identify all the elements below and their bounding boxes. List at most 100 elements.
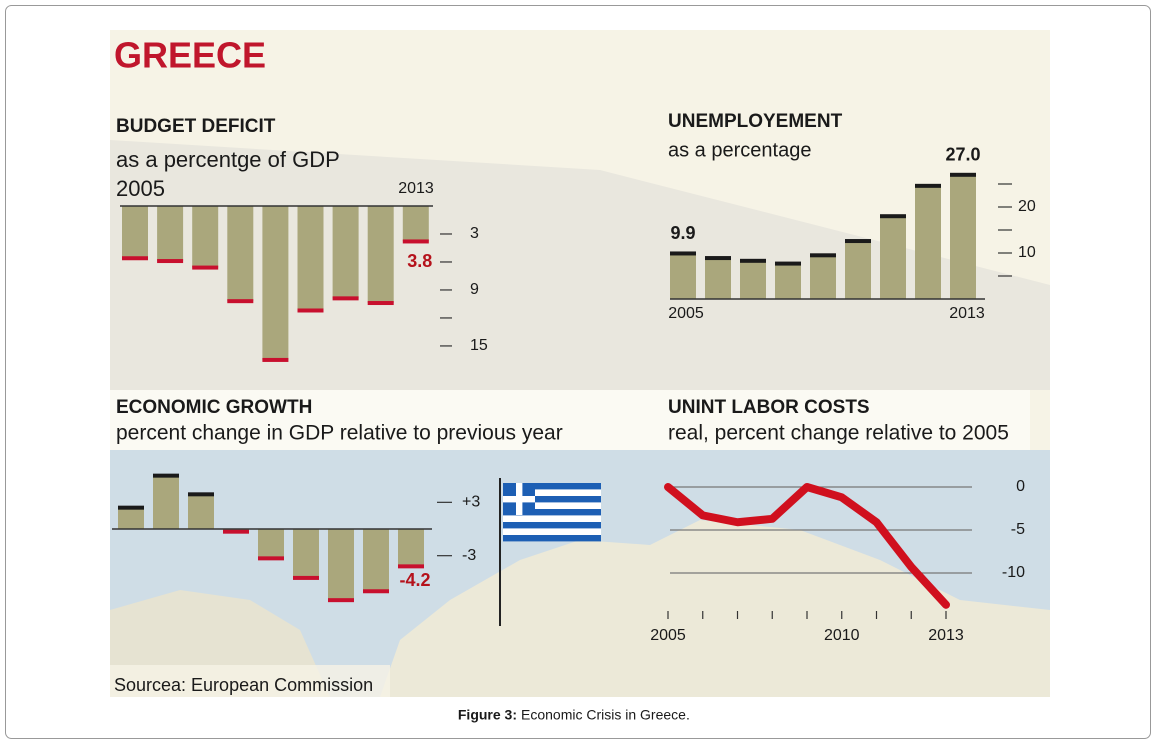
y-tick-label: 9 xyxy=(470,281,479,298)
bar-cap xyxy=(188,492,214,497)
bar xyxy=(402,206,429,242)
bar-cap xyxy=(810,253,836,258)
bar-cap xyxy=(880,214,906,219)
flag-stripe xyxy=(503,522,601,529)
bar-cap xyxy=(670,251,696,256)
x-tick-label: 2013 xyxy=(398,180,434,197)
y-tick-label: 3 xyxy=(470,225,479,242)
x-tick-label: 2005 xyxy=(668,305,704,322)
bar-cap xyxy=(705,256,731,261)
bar-cap xyxy=(367,301,394,306)
x-tick-label: 2013 xyxy=(949,305,985,322)
y-tick-label: -3 xyxy=(462,547,476,564)
flag-stripe xyxy=(503,496,601,503)
bar xyxy=(915,185,941,299)
flag-stripe xyxy=(503,509,601,516)
caption-label: Figure 3: xyxy=(458,707,517,723)
bar-cap xyxy=(398,564,424,569)
bar xyxy=(188,494,214,530)
chart-subtitle: percent change in GDP relative to previo… xyxy=(116,422,563,445)
y-tick-label: 20 xyxy=(1018,198,1036,215)
flag-stripe xyxy=(503,483,601,490)
bar xyxy=(363,529,389,592)
bar-cap xyxy=(328,598,354,603)
y-tick-label: 0 xyxy=(1016,478,1025,495)
data-label: -4.2 xyxy=(399,570,430,590)
bar xyxy=(258,529,284,559)
chart-title: ECONOMIC GROWTH xyxy=(116,397,312,418)
data-label: 9.9 xyxy=(670,223,695,243)
x-tick-label: 2005 xyxy=(650,627,686,644)
bar-cap xyxy=(363,589,389,594)
bar-cap xyxy=(157,259,184,264)
x-tick-label: 2013 xyxy=(928,627,964,644)
bar xyxy=(118,507,144,530)
bar xyxy=(398,529,424,567)
bar-cap xyxy=(262,357,289,362)
bar-cap xyxy=(122,256,148,261)
bar xyxy=(705,258,731,299)
bar xyxy=(153,475,179,530)
bar-cap xyxy=(153,473,179,478)
y-tick-label: +3 xyxy=(462,494,480,511)
y-tick-label: -10 xyxy=(1002,564,1025,581)
bar-cap xyxy=(297,308,324,313)
bar xyxy=(810,255,836,299)
chart-subtitle: real, percent change relative to 2005 xyxy=(668,422,1009,445)
bar xyxy=(293,529,319,578)
chart-title: UNEMPLOYEMENT xyxy=(668,111,843,132)
bar xyxy=(775,263,801,299)
x-tick-label: 2010 xyxy=(824,627,860,644)
y-tick-label: -5 xyxy=(1011,521,1025,538)
page-title: GREECE xyxy=(114,35,266,76)
line xyxy=(664,483,950,609)
bar xyxy=(192,206,219,268)
bar-cap xyxy=(740,258,766,263)
chart-title: BUDGET DEFICIT xyxy=(116,116,276,137)
bar-cap xyxy=(845,239,871,244)
chart-subtitle: as a percentage xyxy=(668,139,811,161)
bar xyxy=(845,241,871,299)
flag-stripe xyxy=(503,535,601,542)
bar xyxy=(950,174,976,299)
bar-cap xyxy=(950,172,976,177)
shade-band xyxy=(110,140,1050,390)
bar-cap xyxy=(293,575,319,580)
bar xyxy=(367,206,394,304)
bar xyxy=(880,216,906,299)
y-tick-label: 10 xyxy=(1018,244,1036,261)
bar xyxy=(122,206,148,259)
header-band xyxy=(110,390,1030,450)
chart-subtitle: as a percentge of GDP xyxy=(116,147,340,172)
bar-cap xyxy=(118,505,144,510)
source-band xyxy=(110,665,390,697)
chart-title: UNINT LABOR COSTS xyxy=(668,397,870,418)
bar-cap xyxy=(775,261,801,266)
bar xyxy=(262,206,289,360)
bar xyxy=(328,529,354,601)
data-label: 3.8 xyxy=(407,251,432,271)
y-tick-label: 15 xyxy=(470,337,488,354)
bar-cap xyxy=(223,529,249,534)
land xyxy=(380,520,1050,697)
bar-cap xyxy=(192,265,219,270)
x-tick-label: 2005 xyxy=(116,176,165,201)
bar xyxy=(297,206,324,311)
bar xyxy=(740,260,766,299)
bar-cap xyxy=(332,296,359,301)
bar-cap xyxy=(258,556,284,561)
bar-cap xyxy=(227,299,254,304)
background xyxy=(110,30,1050,697)
data-label: 27.0 xyxy=(945,145,980,165)
bar xyxy=(227,206,254,302)
bar xyxy=(670,253,696,299)
flag xyxy=(499,478,601,626)
bar-cap xyxy=(402,239,429,244)
source: Sourcea: European Commission xyxy=(114,675,373,695)
caption-text: Economic Crisis in Greece. xyxy=(521,707,690,723)
flag-cross xyxy=(503,496,535,503)
bar xyxy=(332,206,359,299)
bar xyxy=(157,206,184,262)
bar-cap xyxy=(915,183,941,188)
